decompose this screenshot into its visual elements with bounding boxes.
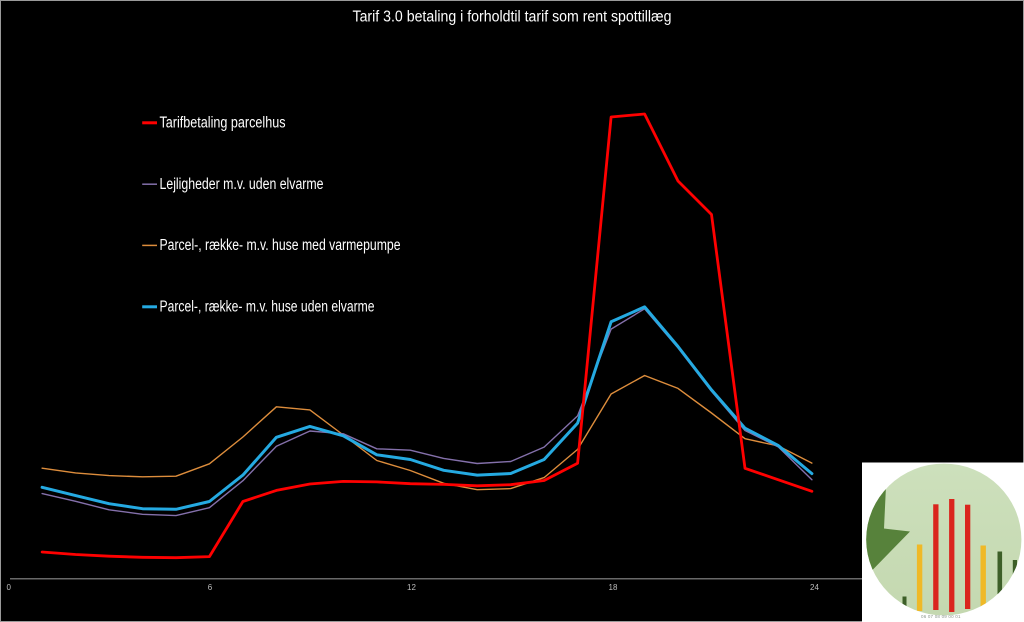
- svg-text:12: 12: [407, 583, 416, 592]
- svg-text:Lejligheder m.v. uden elvarme: Lejligheder m.v. uden elvarme: [160, 176, 324, 193]
- svg-text:06 07 08 09 00 01: 06 07 08 09 00 01: [921, 614, 961, 619]
- svg-text:Parcel-, række- m.v. huse uden: Parcel-, række- m.v. huse uden elvarme: [160, 299, 375, 316]
- svg-text:18: 18: [609, 583, 618, 592]
- svg-text:Tarif 3.0 betaling i forholdti: Tarif 3.0 betaling i forholdtil tarif so…: [353, 9, 672, 26]
- svg-text:24: 24: [810, 583, 819, 592]
- svg-text:6: 6: [208, 583, 213, 592]
- svg-text:Tarifbetaling parcelhus: Tarifbetaling parcelhus: [160, 115, 286, 132]
- svg-text:Parcel-, række- m.v. huse med: Parcel-, række- m.v. huse med varmepumpe: [160, 237, 401, 254]
- svg-text:0: 0: [6, 583, 11, 592]
